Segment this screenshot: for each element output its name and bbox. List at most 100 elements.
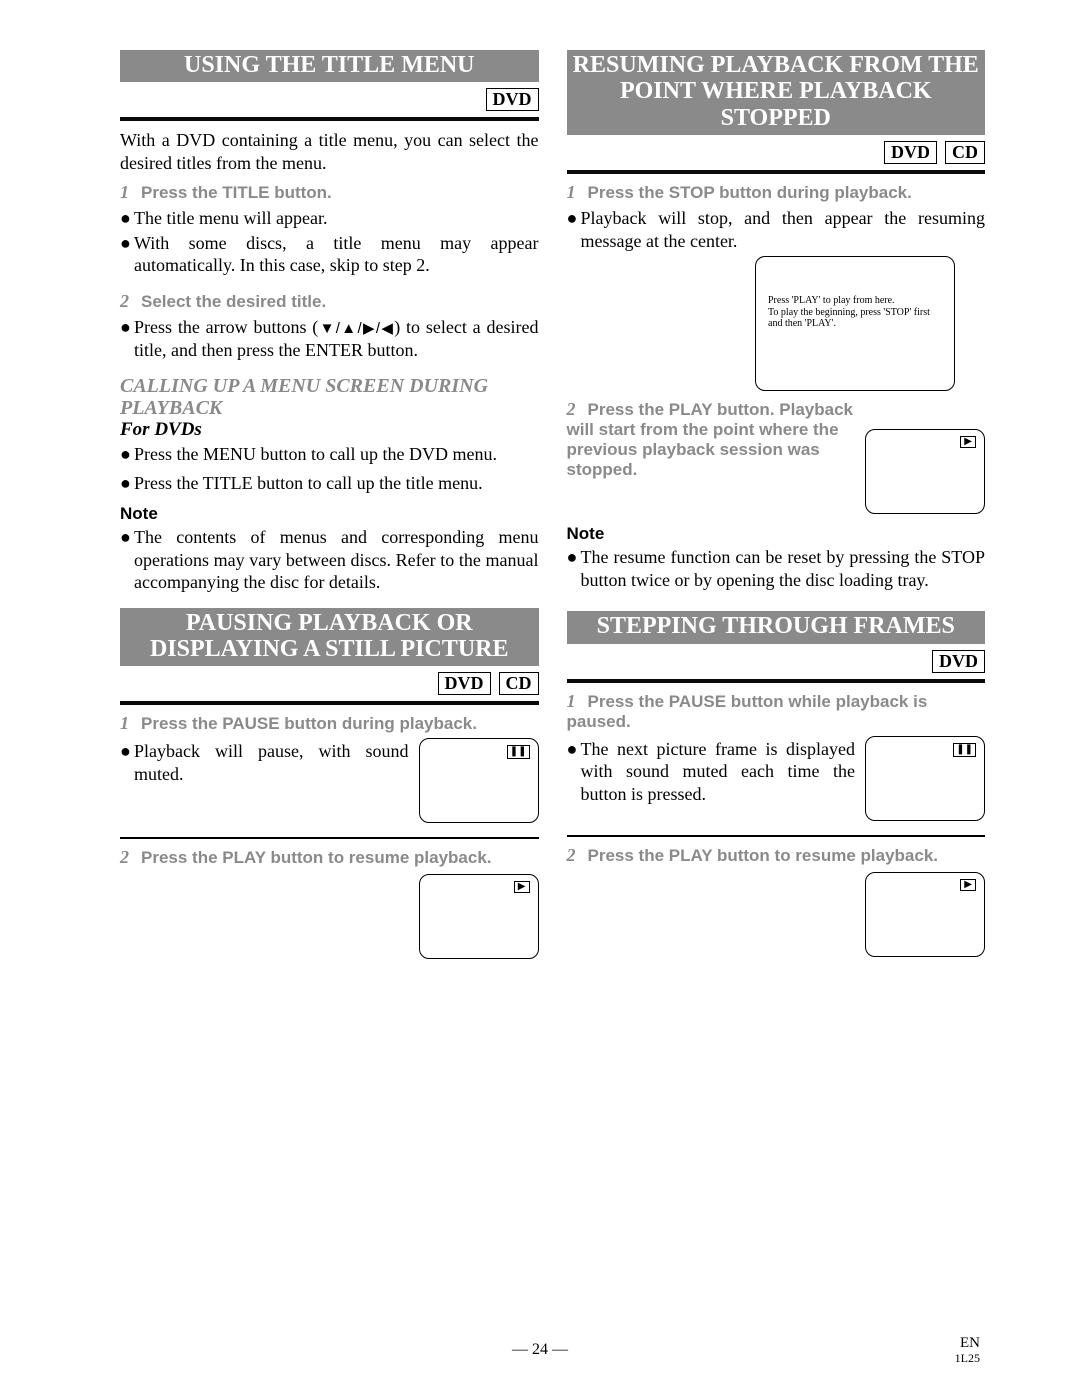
- step-number: 2: [567, 399, 576, 419]
- step-instruction: Press the PLAY button to resume playback…: [141, 848, 492, 867]
- two-column-layout: USING THE TITLE MENU DVD With a DVD cont…: [120, 50, 985, 959]
- bullet-dot: ●: [120, 207, 134, 230]
- bullet-item: ● The resume function can be reset by pr…: [567, 546, 986, 591]
- step-with-screen: 2 Press the PLAY button. Playback will s…: [567, 399, 986, 514]
- subsection-heading: CALLING UP A MENU SCREEN DURING PLAYBACK: [120, 375, 539, 419]
- sub-sub-heading: For DVDs: [120, 419, 539, 441]
- section-title-pausing: PAUSING PLAYBACK OR DISPLAYING A STILL P…: [120, 608, 539, 667]
- play-icon: ▶: [960, 436, 976, 448]
- bullet-item: ● With some discs, a title menu may appe…: [120, 232, 539, 277]
- tv-screen-illustration: ▶: [865, 872, 985, 957]
- badge-dvd: DVD: [884, 141, 937, 164]
- pause-icon: ❚❚: [507, 745, 530, 759]
- bullet-text: The resume function can be reset by pres…: [581, 546, 986, 591]
- bullet-dot: ●: [120, 316, 134, 361]
- step-1: 1 Press the TITLE button.: [120, 182, 539, 203]
- step-instruction: Press the PAUSE button during playback.: [141, 714, 477, 733]
- screen-line-3: and then 'PLAY'.: [768, 318, 942, 330]
- tv-screen-illustration: ▶: [865, 429, 985, 514]
- section-title-using-title-menu: USING THE TITLE MENU: [120, 50, 539, 82]
- tv-screen-illustration-large: Press 'PLAY' to play from here. To play …: [755, 256, 955, 391]
- step-number: 1: [567, 691, 576, 711]
- bullet-text: With some discs, a title menu may appear…: [134, 232, 539, 277]
- bullet-item: ● Press the TITLE button to call up the …: [120, 472, 539, 495]
- section-title-stepping: STEPPING THROUGH FRAMES: [567, 611, 986, 643]
- tv-screen-illustration: ▶: [419, 874, 539, 959]
- screen-line-2: To play the beginning, press 'STOP' firs…: [768, 307, 942, 319]
- bullet-text: Press the arrow buttons (▼/▲/▶/◀) to sel…: [134, 316, 539, 361]
- bullet-with-screen: ● The next picture frame is displayed wi…: [567, 736, 986, 821]
- bullet-dot: ●: [120, 443, 134, 466]
- intro-text: With a DVD containing a title menu, you …: [120, 129, 539, 174]
- section-title-resuming: RESUMING PLAYBACK FROM THE POINT WHERE P…: [567, 50, 986, 135]
- tv-screen-illustration: ❚❚: [419, 738, 539, 823]
- step-instruction: Press the PLAY button. Playback will sta…: [567, 400, 853, 479]
- step-instruction: Press the STOP button during playback.: [588, 183, 912, 202]
- right-column: RESUMING PLAYBACK FROM THE POINT WHERE P…: [567, 50, 986, 959]
- step-2: 2 Press the PLAY button to resume playba…: [567, 845, 986, 866]
- step-number: 1: [120, 713, 129, 733]
- badge-row: DVD: [120, 88, 539, 111]
- step-instruction: Select the desired title.: [141, 292, 326, 311]
- bullet-item: ● The next picture frame is displayed wi…: [567, 738, 856, 806]
- manual-page: USING THE TITLE MENU DVD With a DVD cont…: [0, 0, 1080, 1397]
- bullet-text: Press the MENU button to call up the DVD…: [134, 443, 539, 466]
- step-2: 2 Press the PLAY button. Playback will s…: [567, 399, 856, 480]
- step-1: 1 Press the PAUSE button while playback …: [567, 691, 986, 732]
- footer-right: EN 1L25: [955, 1335, 980, 1365]
- bullet-text: The next picture frame is displayed with…: [581, 738, 856, 806]
- play-icon: ▶: [514, 881, 530, 893]
- bullet-dot: ●: [567, 207, 581, 252]
- divider: [120, 117, 539, 121]
- step-1: 1 Press the PAUSE button during playback…: [120, 713, 539, 734]
- badge-cd: CD: [945, 141, 985, 164]
- bullet-dot: ●: [567, 738, 581, 806]
- footer-lang: EN: [955, 1335, 980, 1352]
- bullet-text: The title menu will appear.: [134, 207, 539, 230]
- screen-line-1: Press 'PLAY' to play from here.: [768, 295, 942, 307]
- page-number: — 24 —: [0, 1341, 1080, 1359]
- step-instruction: Press the PLAY button to resume playback…: [588, 846, 939, 865]
- bullet-item: ● Press the MENU button to call up the D…: [120, 443, 539, 466]
- badge-row: DVD CD: [120, 672, 539, 695]
- bullet-text: Playback will pause, with sound muted.: [134, 740, 409, 785]
- pause-icon: ❚❚: [953, 743, 976, 757]
- bullet-text: Playback will stop, and then appear the …: [581, 207, 986, 252]
- bullet-dot: ●: [120, 232, 134, 277]
- note-heading: Note: [120, 504, 539, 524]
- left-column: USING THE TITLE MENU DVD With a DVD cont…: [120, 50, 539, 959]
- badge-dvd: DVD: [486, 88, 539, 111]
- bullet-dot: ●: [120, 740, 134, 785]
- bullet-dot: ●: [567, 546, 581, 591]
- bullet-item: ● The contents of menus and correspondin…: [120, 526, 539, 594]
- step-number: 2: [120, 847, 129, 867]
- step-2: 2 Press the PLAY button to resume playba…: [120, 847, 539, 868]
- step-instruction: Press the TITLE button.: [141, 183, 332, 202]
- play-icon: ▶: [960, 879, 976, 891]
- bullet-dot: ●: [120, 526, 134, 594]
- badge-row: DVD CD: [567, 141, 986, 164]
- thin-divider: [120, 837, 539, 839]
- thin-divider: [567, 835, 986, 837]
- step-1: 1 Press the STOP button during playback.: [567, 182, 986, 203]
- step-instruction: Press the PAUSE button while playback is…: [567, 692, 928, 731]
- badge-dvd: DVD: [438, 672, 491, 695]
- bullet-text: The contents of menus and corresponding …: [134, 526, 539, 594]
- step-number: 2: [120, 291, 129, 311]
- text-part-a: Press the arrow buttons (: [134, 317, 318, 337]
- bullet-item: ● Press the arrow buttons (▼/▲/▶/◀) to s…: [120, 316, 539, 361]
- bullet-dot: ●: [120, 472, 134, 495]
- badge-dvd: DVD: [932, 650, 985, 673]
- bullet-item: ● Playback will stop, and then appear th…: [567, 207, 986, 252]
- badge-row: DVD: [567, 650, 986, 673]
- tv-screen-illustration: ❚❚: [865, 736, 985, 821]
- arrow-buttons-icon: ▼/▲/▶/◀: [318, 320, 394, 337]
- step-number: 1: [567, 182, 576, 202]
- badge-cd: CD: [499, 672, 539, 695]
- divider: [567, 679, 986, 683]
- bullet-item: ● Playback will pause, with sound muted.: [120, 740, 409, 785]
- step-number: 2: [567, 845, 576, 865]
- note-heading: Note: [567, 524, 986, 544]
- step-number: 1: [120, 182, 129, 202]
- bullet-with-screen: ● Playback will pause, with sound muted.…: [120, 738, 539, 823]
